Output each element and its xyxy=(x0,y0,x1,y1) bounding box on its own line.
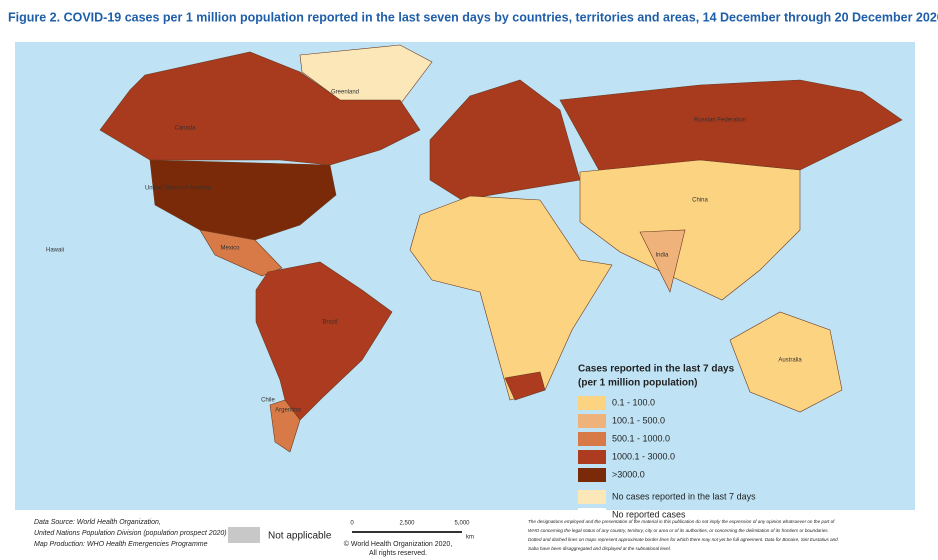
legend-label: 1000.1 - 3000.0 xyxy=(612,451,675,461)
land xyxy=(99,44,903,453)
map-label: India xyxy=(655,253,669,259)
legend-label: 100.1 - 500.0 xyxy=(612,415,665,425)
canada xyxy=(99,51,421,166)
legend-swatch xyxy=(578,490,606,504)
usa xyxy=(149,159,337,241)
map-label: Greenland xyxy=(331,90,359,96)
map-label: Chile xyxy=(261,398,275,404)
legend-title: (per 1 million population) xyxy=(578,378,697,389)
not-applicable-label: Not applicable xyxy=(268,531,332,542)
legend-swatch xyxy=(578,414,606,428)
scale-label: 5,000 xyxy=(454,521,470,527)
map-label: Brazil xyxy=(322,320,337,326)
copyright: © World Health Organization 2020, xyxy=(344,540,453,548)
data-source: Data Source: World Health Organization, xyxy=(34,519,161,526)
legend-swatch xyxy=(578,450,606,464)
legend-swatch xyxy=(578,432,606,446)
disclaimer: Saba have been disaggregated and display… xyxy=(528,546,671,551)
map-label: Russian Federation xyxy=(694,118,746,124)
legend-label: >3000.0 xyxy=(612,469,645,479)
disclaimer: Dotted and dashed lines on maps represen… xyxy=(528,537,838,542)
copyright: All rights reserved. xyxy=(369,550,427,557)
south-africa xyxy=(504,371,546,401)
map-label: Australia xyxy=(778,358,802,364)
disclaimer: WHO concerning the legal status of any c… xyxy=(528,528,829,533)
legend-label: 0.1 - 100.0 xyxy=(612,397,655,407)
brazil xyxy=(255,261,393,421)
map-label: Hawaii xyxy=(46,248,64,254)
argentina xyxy=(269,399,301,453)
legend-label: No cases reported in the last 7 days xyxy=(612,491,756,501)
legend-swatch xyxy=(578,468,606,482)
scale-label: 2,500 xyxy=(399,521,415,527)
map-label: United States of America xyxy=(145,186,212,192)
scale-label: km xyxy=(466,535,474,541)
legend-swatch xyxy=(578,508,606,522)
australia xyxy=(729,311,843,413)
map-label: China xyxy=(692,198,708,204)
india xyxy=(639,229,686,293)
data-source: United Nations Population Division (popu… xyxy=(34,530,227,537)
disclaimer: The designations employed and the presen… xyxy=(528,519,835,524)
legend-label: No reported cases xyxy=(612,509,686,519)
figure-title: Figure 2. COVID-19 cases per 1 million p… xyxy=(8,10,938,24)
legend-swatch xyxy=(578,396,606,410)
map-label: Mexico xyxy=(220,246,240,252)
not-applicable-swatch xyxy=(228,527,260,543)
asia xyxy=(579,159,801,301)
legend-title: Cases reported in the last 7 days xyxy=(578,364,735,375)
map-label: Canada xyxy=(174,126,196,132)
scale-label: 0 xyxy=(350,521,354,527)
data-source: Map Production: WHO Health Emergencies P… xyxy=(34,541,208,548)
legend-label: 500.1 - 1000.0 xyxy=(612,433,670,443)
map-label: Argentina xyxy=(275,408,301,414)
